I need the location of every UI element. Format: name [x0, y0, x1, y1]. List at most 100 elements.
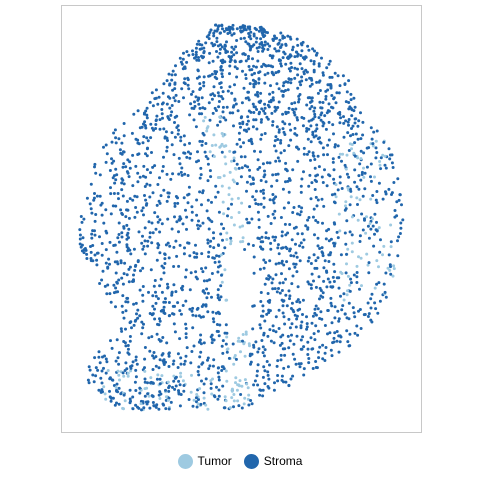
- point-tumor: [195, 393, 199, 396]
- point-stroma: [279, 31, 283, 35]
- point-stroma: [273, 144, 276, 148]
- point-stroma: [220, 45, 224, 49]
- point-stroma: [231, 23, 235, 27]
- point-stroma: [277, 130, 281, 134]
- point-stroma: [147, 336, 151, 340]
- point-stroma: [166, 241, 170, 245]
- point-stroma: [219, 86, 223, 89]
- point-stroma: [175, 254, 179, 258]
- point-stroma: [233, 83, 236, 87]
- point-stroma: [316, 154, 320, 158]
- point-stroma: [132, 323, 136, 327]
- point-stroma: [172, 96, 176, 100]
- point-stroma: [263, 319, 267, 323]
- point-stroma: [174, 93, 178, 97]
- point-tumor: [237, 384, 241, 388]
- point-stroma: [274, 173, 278, 176]
- point-stroma: [143, 239, 147, 243]
- point-stroma: [230, 50, 234, 54]
- point-stroma: [178, 218, 182, 222]
- point-stroma: [179, 356, 183, 360]
- point-stroma: [337, 276, 341, 280]
- point-stroma: [141, 293, 145, 297]
- point-stroma: [154, 118, 158, 122]
- point-stroma: [296, 73, 300, 77]
- point-stroma: [290, 301, 294, 305]
- point-stroma: [319, 118, 323, 122]
- point-stroma: [289, 377, 293, 381]
- point-stroma: [261, 375, 265, 379]
- point-stroma: [309, 124, 313, 128]
- point-stroma: [321, 181, 325, 184]
- point-tumor: [242, 402, 246, 406]
- point-stroma: [270, 56, 274, 60]
- point-stroma: [155, 332, 159, 336]
- point-stroma: [281, 56, 285, 60]
- point-stroma: [279, 335, 283, 339]
- point-stroma: [279, 151, 283, 155]
- point-stroma: [246, 57, 250, 61]
- point-stroma: [281, 311, 285, 315]
- point-stroma: [155, 377, 159, 381]
- point-stroma: [349, 281, 353, 285]
- point-stroma: [194, 270, 198, 274]
- point-stroma: [158, 390, 162, 394]
- point-stroma: [200, 143, 204, 147]
- point-stroma: [272, 341, 276, 345]
- point-stroma: [339, 294, 342, 298]
- point-stroma: [306, 226, 310, 230]
- point-stroma: [262, 191, 265, 195]
- point-stroma: [201, 221, 205, 225]
- point-stroma: [274, 71, 278, 75]
- point-stroma: [228, 72, 231, 76]
- point-stroma: [115, 338, 119, 342]
- point-stroma: [323, 259, 327, 263]
- point-stroma: [277, 308, 281, 312]
- point-stroma: [266, 48, 270, 51]
- point-stroma: [278, 38, 282, 42]
- point-stroma: [313, 311, 317, 315]
- point-stroma: [311, 314, 315, 318]
- point-stroma: [353, 141, 357, 145]
- point-stroma: [191, 90, 195, 94]
- point-tumor: [350, 215, 354, 219]
- legend-label-stroma: Stroma: [263, 454, 303, 468]
- point-stroma: [156, 220, 160, 224]
- point-stroma: [175, 126, 179, 129]
- point-stroma: [91, 229, 95, 233]
- point-stroma: [205, 209, 209, 213]
- point-stroma: [136, 180, 140, 184]
- point-stroma: [121, 371, 125, 375]
- point-stroma: [319, 141, 323, 145]
- point-stroma: [262, 35, 266, 39]
- point-stroma: [247, 65, 251, 68]
- point-stroma: [274, 149, 278, 153]
- point-stroma: [147, 290, 150, 294]
- point-stroma: [355, 275, 359, 279]
- point-stroma: [266, 71, 270, 75]
- point-stroma: [149, 171, 152, 175]
- point-stroma: [332, 340, 336, 344]
- point-stroma: [277, 261, 281, 265]
- point-stroma: [317, 64, 321, 68]
- point-stroma: [128, 388, 132, 392]
- point-stroma: [145, 154, 149, 158]
- point-stroma: [126, 351, 130, 355]
- point-stroma: [161, 165, 165, 168]
- point-stroma: [174, 384, 178, 388]
- point-stroma: [184, 327, 188, 330]
- point-stroma: [286, 110, 290, 114]
- point-stroma: [204, 303, 208, 307]
- point-stroma: [280, 374, 284, 378]
- point-stroma: [235, 142, 239, 146]
- point-tumor: [214, 143, 218, 147]
- point-tumor: [232, 223, 236, 227]
- point-stroma: [316, 256, 320, 260]
- point-stroma: [119, 392, 123, 396]
- point-stroma: [259, 300, 263, 303]
- point-stroma: [192, 344, 196, 348]
- point-stroma: [251, 57, 254, 61]
- point-stroma: [199, 166, 203, 170]
- point-stroma: [336, 188, 340, 192]
